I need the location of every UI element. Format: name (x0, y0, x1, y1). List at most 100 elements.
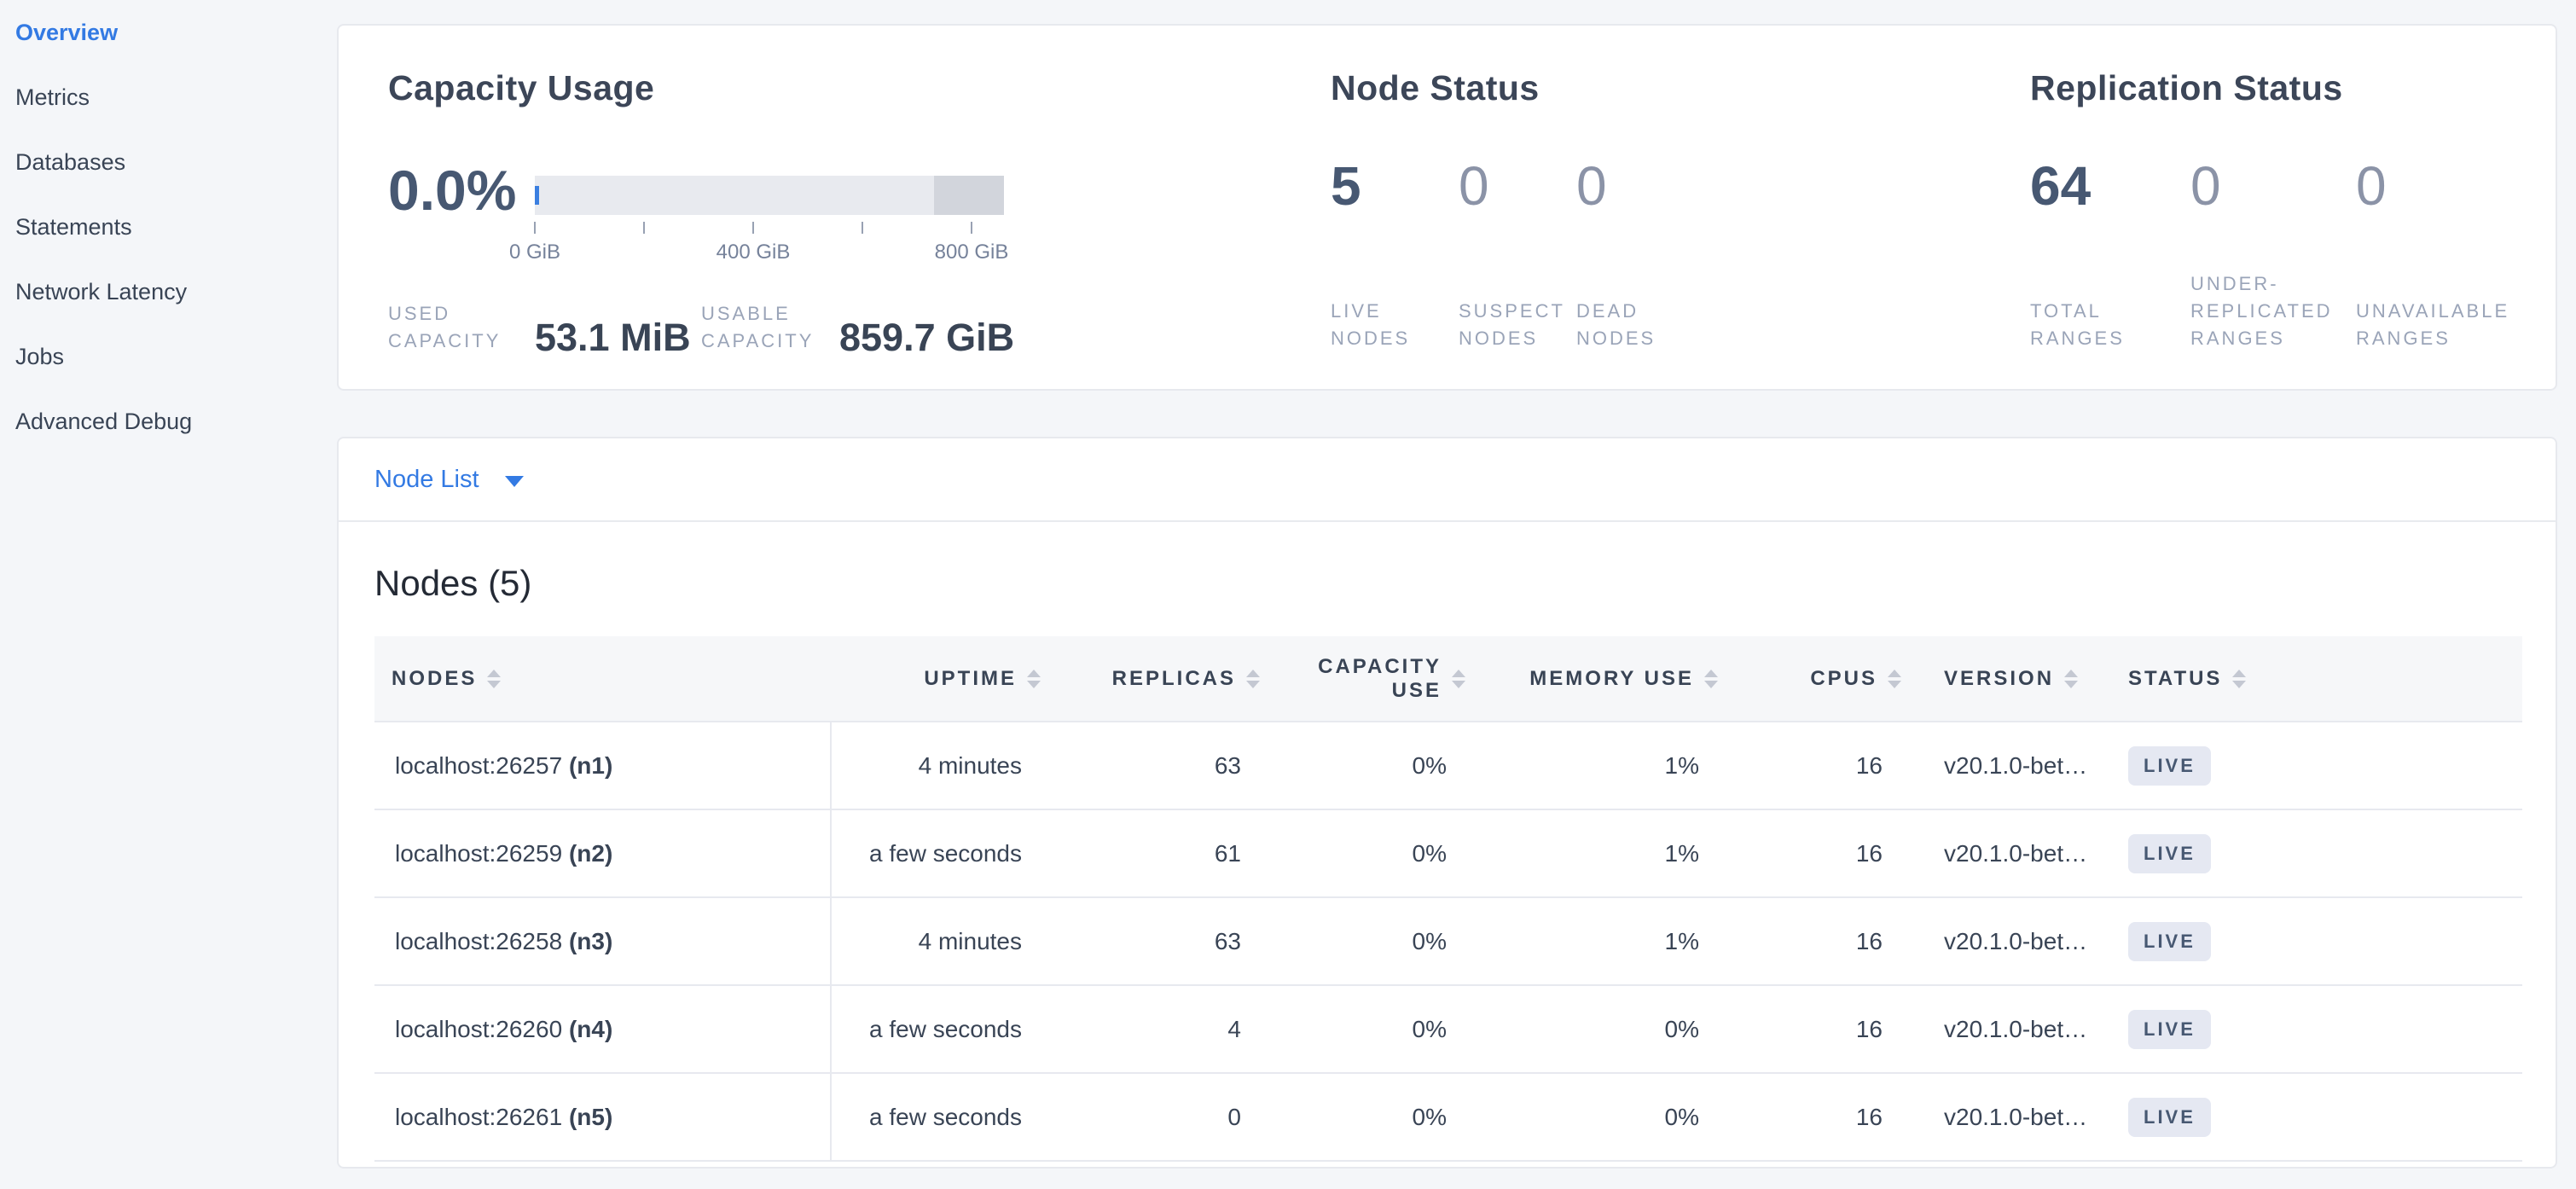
axis-label-400: 400 GiB (716, 241, 791, 264)
cpus-cell: 16 (1720, 809, 1903, 898)
column-header-replicas[interactable]: REPLICAS (1042, 636, 1262, 722)
node-address[interactable]: localhost:26259 (395, 839, 563, 867)
node-id: (n5) (568, 1103, 613, 1130)
replication-status-title: Replication Status (2030, 68, 2343, 107)
capacity-use-cell: 0% (1262, 809, 1467, 898)
node-address[interactable]: localhost:26261 (395, 1103, 563, 1130)
sidebar-item-databases[interactable]: Databases (15, 148, 126, 175)
capacity-use-cell: 0% (1262, 1073, 1467, 1162)
node-id: (n3) (568, 927, 613, 954)
usable-capacity-label: USABLE CAPACITY (701, 303, 815, 351)
table-row: localhost:26261 (n5) a few seconds 0 0% … (374, 1073, 2522, 1162)
total-ranges-label: TOTAL RANGES (2030, 300, 2125, 350)
node-name-cell[interactable]: localhost:26258 (n3) (374, 897, 832, 986)
column-header-uptime[interactable]: UPTIME (831, 636, 1042, 722)
sidebar-item-metrics[interactable]: Metrics (15, 84, 90, 110)
table-row: localhost:26259 (n2) a few seconds 61 0%… (374, 809, 2522, 898)
node-address[interactable]: localhost:26257 (395, 751, 563, 779)
memory-use-cell: 1% (1467, 897, 1720, 986)
replicas-cell: 61 (1042, 809, 1262, 898)
live-nodes-label: LIVE NODES (1331, 300, 1411, 350)
sort-icon (2232, 669, 2247, 688)
capacity-bar-used-marker (535, 186, 539, 205)
status-badge: LIVE (2128, 745, 2211, 786)
capacity-use-cell: 0% (1262, 897, 1467, 986)
version-cell: v20.1.0-bet… (1903, 809, 2108, 898)
column-header-memory-use[interactable]: MEMORY USE (1467, 636, 1720, 722)
node-list-dropdown[interactable]: Node List (339, 438, 2556, 522)
sidebar-item-jobs[interactable]: Jobs (15, 343, 65, 369)
column-label-nodes: NODES (392, 666, 478, 690)
sidebar-item-overview[interactable]: Overview (15, 19, 119, 45)
sort-icon (1027, 669, 1041, 688)
capacity-use-cell: 0% (1262, 722, 1467, 810)
cpus-cell: 16 (1720, 985, 1903, 1074)
cluster-summary-card: Capacity Usage 0.0% 0 GiB 400 GiB 800 Gi… (337, 24, 2557, 391)
column-header-status[interactable]: STATUS (2108, 636, 2522, 722)
node-address[interactable]: localhost:26260 (395, 1015, 563, 1042)
replicas-cell: 63 (1042, 897, 1262, 986)
version-cell: v20.1.0-bet… (1903, 897, 2108, 986)
replicas-cell: 63 (1042, 722, 1262, 810)
status-badge: LIVE (2128, 1009, 2211, 1049)
node-list-dropdown-label: Node List (374, 465, 479, 493)
replicas-cell: 4 (1042, 985, 1262, 1074)
uptime-cell: 4 minutes (831, 897, 1042, 986)
node-name-cell[interactable]: localhost:26261 (n5) (374, 1073, 832, 1162)
column-label-replicas: REPLICAS (1111, 666, 1236, 690)
node-address[interactable]: localhost:26258 (395, 927, 563, 954)
node-id: (n2) (568, 839, 613, 867)
total-ranges-value: 64 (2030, 155, 2092, 217)
column-header-capacity-use[interactable]: CAPACITY USE (1262, 636, 1467, 722)
capacity-use-cell: 0% (1262, 985, 1467, 1074)
column-header-cpus[interactable]: CPUS (1720, 636, 1903, 722)
capacity-axis-ticks (534, 222, 972, 234)
nodes-table: NODES UPTIME REPLICAS CAPACITY USE (374, 636, 2522, 1162)
status-cell: LIVE (2108, 722, 2522, 810)
under-replicated-ranges-value: 0 (2190, 155, 2221, 217)
usable-capacity-stat: USABLE CAPACITY 859.7 GiB (701, 300, 1015, 359)
table-header-row: NODES UPTIME REPLICAS CAPACITY USE (374, 636, 2522, 722)
unavailable-ranges-value: 0 (2356, 155, 2387, 217)
chevron-down-icon (504, 475, 524, 487)
unavailable-ranges-label: UNAVAILABLE RANGES (2356, 300, 2510, 350)
sidebar-item-advanced-debug[interactable]: Advanced Debug (15, 408, 193, 434)
memory-use-cell: 1% (1467, 722, 1720, 810)
column-label-capacity-use: CAPACITY USE (1318, 654, 1442, 702)
sidebar-item-statements[interactable]: Statements (15, 213, 132, 240)
sort-icon (2064, 669, 2079, 688)
node-name-cell[interactable]: localhost:26257 (n1) (374, 722, 832, 810)
status-badge: LIVE (2128, 921, 2211, 961)
cpus-cell: 16 (1720, 722, 1903, 810)
used-capacity-value: 53.1 MiB (535, 315, 691, 359)
under-replicated-ranges-stat: 0 UNDER-REPLICATED RANGES (2190, 155, 2363, 352)
table-row: localhost:26260 (n4) a few seconds 4 0% … (374, 985, 2522, 1074)
cpus-cell: 16 (1720, 1073, 1903, 1162)
axis-label-800: 800 GiB (934, 241, 1009, 264)
version-cell: v20.1.0-bet… (1903, 1073, 2108, 1162)
column-label-memory-use: MEMORY USE (1529, 666, 1694, 690)
memory-use-cell: 0% (1467, 985, 1720, 1074)
dead-nodes-value: 0 (1576, 155, 1607, 217)
node-name-cell[interactable]: localhost:26259 (n2) (374, 809, 832, 898)
node-id: (n4) (568, 1015, 613, 1042)
uptime-cell: a few seconds (831, 809, 1042, 898)
sidebar: Overview Metrics Databases Statements Ne… (0, 0, 334, 1189)
column-header-version[interactable]: VERSION (1903, 636, 2108, 722)
status-cell: LIVE (2108, 809, 2522, 898)
replicas-cell: 0 (1042, 1073, 1262, 1162)
capacity-bar-chart (535, 176, 1004, 215)
status-badge: LIVE (2128, 833, 2211, 873)
status-cell: LIVE (2108, 1073, 2522, 1162)
node-name-cell[interactable]: localhost:26260 (n4) (374, 985, 832, 1074)
sidebar-item-network-latency[interactable]: Network Latency (15, 278, 188, 304)
column-header-nodes[interactable]: NODES (374, 636, 831, 722)
used-capacity-stat: USED CAPACITY 53.1 MiB (388, 300, 691, 359)
column-label-version: VERSION (1944, 666, 2055, 690)
column-label-uptime: UPTIME (924, 666, 1017, 690)
cpus-cell: 16 (1720, 897, 1903, 986)
node-status-title: Node Status (1331, 68, 1540, 107)
sort-icon (487, 669, 502, 688)
used-capacity-label: USED CAPACITY (388, 303, 502, 351)
usable-capacity-value: 859.7 GiB (839, 315, 1015, 359)
